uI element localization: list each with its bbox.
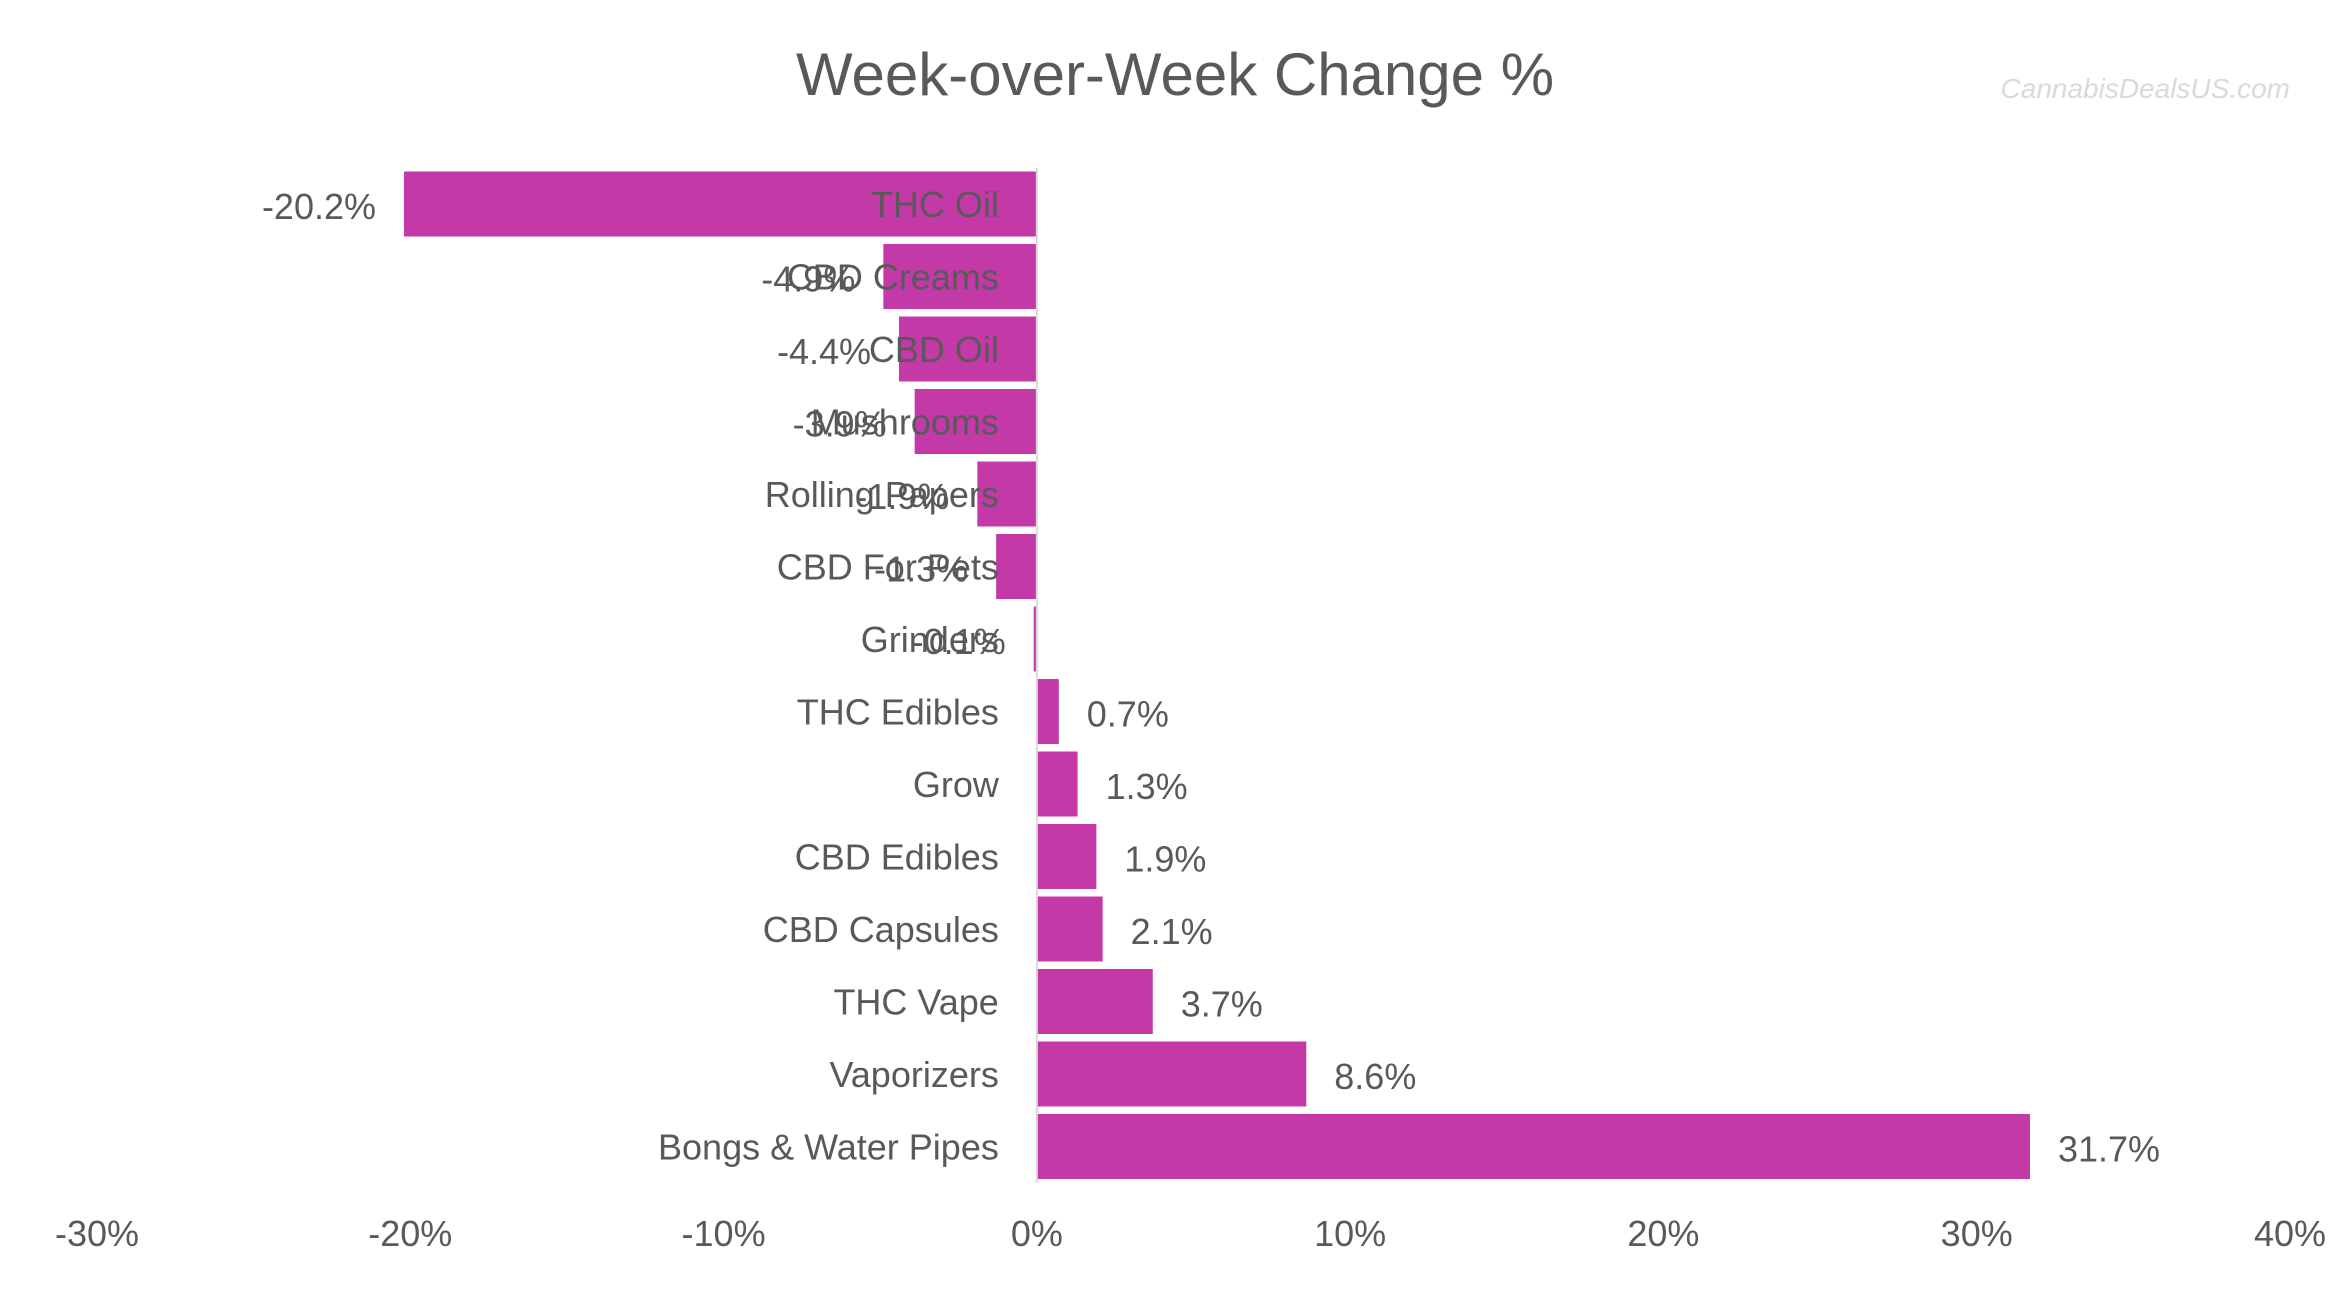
data-label: 3.7% bbox=[1181, 984, 1263, 1025]
category-label: Rolling Papers bbox=[765, 474, 999, 515]
bar-vaporizers bbox=[1036, 1041, 1307, 1107]
data-label: 31.7% bbox=[2058, 1129, 2160, 1170]
x-tick-label: 0% bbox=[1011, 1213, 1063, 1254]
x-tick-label: 10% bbox=[1314, 1213, 1386, 1254]
category-label: Grow bbox=[913, 764, 1000, 805]
labels-layer: THC Oil -20.2% CBD Creams-4.9% CBD Oil-4.4%… bbox=[262, 184, 2160, 1170]
data-label: -1.9% bbox=[855, 476, 949, 517]
data-label: -4.9% bbox=[761, 259, 855, 300]
bars-layer bbox=[404, 171, 2030, 1179]
bar-cbd-edibles bbox=[1036, 824, 1097, 889]
category-label: THC Vape bbox=[833, 982, 998, 1023]
category-label: CBD Edibles bbox=[795, 837, 999, 878]
data-label: 0.7% bbox=[1087, 694, 1169, 735]
bar-rolling-papers bbox=[977, 461, 1037, 527]
category-label: CBD Oil bbox=[869, 329, 999, 370]
x-tick-label: -20% bbox=[368, 1213, 452, 1254]
bar-bongs-water-pipes bbox=[1036, 1114, 2030, 1179]
category-label: THC Edibles bbox=[797, 692, 999, 733]
x-tick-label: 20% bbox=[1627, 1213, 1699, 1254]
bar-thc-vape bbox=[1036, 969, 1153, 1034]
x-tick-label: -30% bbox=[55, 1213, 139, 1254]
category-label: CBD Capsules bbox=[763, 909, 999, 950]
bar-cbd-oil bbox=[899, 316, 1037, 382]
bar-mushrooms bbox=[914, 389, 1037, 454]
category-label: Grinders bbox=[861, 619, 999, 660]
category-label: THC Oil bbox=[871, 184, 999, 225]
bar-cbd-for-pets bbox=[996, 534, 1037, 599]
data-label: 8.6% bbox=[1334, 1056, 1416, 1097]
data-label: -20.2% bbox=[262, 186, 376, 227]
category-label: Bongs & Water Pipes bbox=[658, 1127, 999, 1168]
category-label: Vaporizers bbox=[829, 1054, 998, 1095]
data-label: -3.9% bbox=[793, 404, 887, 445]
bar-cbd-creams bbox=[883, 244, 1037, 309]
bar-thc-oil bbox=[404, 171, 1037, 237]
x-axis-ticks: -30% -20% -10% 0% 10% 20% 30% 40% bbox=[55, 1213, 2326, 1254]
data-label: 1.9% bbox=[1124, 839, 1206, 880]
chart-title: Week-over-Week Change % bbox=[796, 41, 1554, 108]
category-label: CBD Creams bbox=[787, 257, 999, 298]
data-label: -0.1% bbox=[912, 621, 1006, 662]
data-label: -1.3% bbox=[874, 549, 968, 590]
data-label: 1.3% bbox=[1106, 766, 1188, 807]
bar-cbd-capsules bbox=[1036, 896, 1103, 962]
data-label: 2.1% bbox=[1131, 911, 1213, 952]
bar-grow bbox=[1036, 751, 1078, 817]
x-tick-label: -10% bbox=[682, 1213, 766, 1254]
bar-thc-edibles bbox=[1036, 679, 1059, 744]
x-tick-label: 30% bbox=[1941, 1213, 2013, 1254]
x-tick-label: 40% bbox=[2254, 1213, 2326, 1254]
category-label: CBD For Pets bbox=[777, 547, 999, 588]
category-label: Mushrooms bbox=[811, 402, 999, 443]
bar-grinders bbox=[1033, 606, 1037, 672]
data-label: -4.4% bbox=[777, 331, 871, 372]
watermark-text: CannabisDealsUS.com bbox=[2001, 73, 2290, 104]
